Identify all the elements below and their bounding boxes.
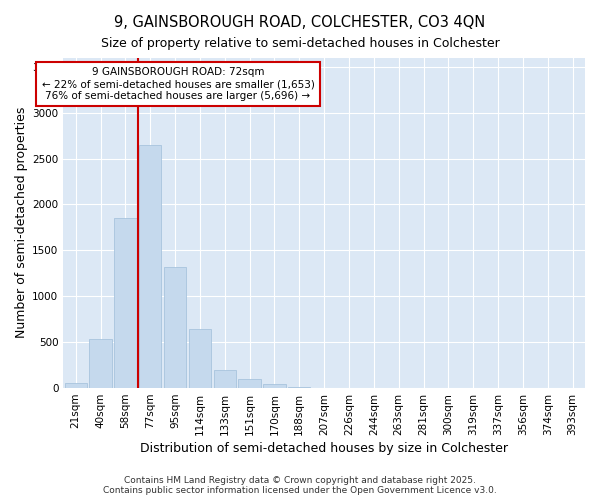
Text: Contains HM Land Registry data © Crown copyright and database right 2025.
Contai: Contains HM Land Registry data © Crown c… bbox=[103, 476, 497, 495]
Bar bbox=[214, 370, 236, 388]
Bar bbox=[164, 267, 186, 388]
Bar bbox=[65, 382, 87, 388]
Bar bbox=[238, 379, 261, 388]
Y-axis label: Number of semi-detached properties: Number of semi-detached properties bbox=[15, 107, 28, 338]
Bar bbox=[263, 384, 286, 388]
Text: Size of property relative to semi-detached houses in Colchester: Size of property relative to semi-detach… bbox=[101, 38, 499, 51]
Bar bbox=[114, 218, 137, 388]
Bar bbox=[189, 330, 211, 388]
Bar bbox=[89, 340, 112, 388]
Bar bbox=[288, 386, 310, 388]
Text: 9, GAINSBOROUGH ROAD, COLCHESTER, CO3 4QN: 9, GAINSBOROUGH ROAD, COLCHESTER, CO3 4Q… bbox=[115, 15, 485, 30]
Bar bbox=[139, 144, 161, 388]
Text: 9 GAINSBOROUGH ROAD: 72sqm
← 22% of semi-detached houses are smaller (1,653)
76%: 9 GAINSBOROUGH ROAD: 72sqm ← 22% of semi… bbox=[41, 68, 314, 100]
X-axis label: Distribution of semi-detached houses by size in Colchester: Distribution of semi-detached houses by … bbox=[140, 442, 508, 455]
